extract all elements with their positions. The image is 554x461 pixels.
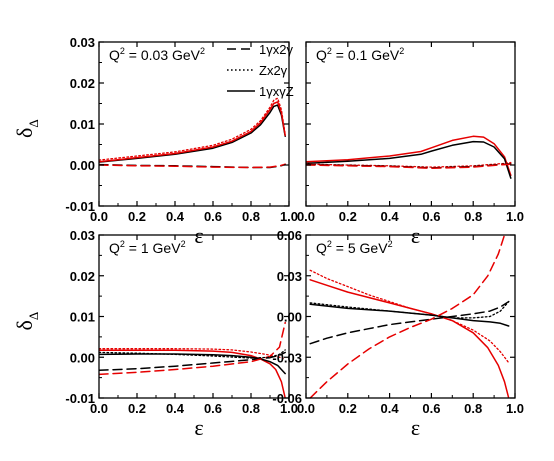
series-line-5 <box>309 235 506 398</box>
y-tick-label: -0.06 <box>272 391 302 406</box>
x-tick-label: 0.6 <box>422 209 440 224</box>
legend-label: Zx2γ <box>259 63 288 78</box>
series-line-4 <box>99 163 286 169</box>
x-tick-label: 0.4 <box>381 209 400 224</box>
series-line-4 <box>309 300 510 345</box>
y-tick-label: 0.00 <box>70 158 95 173</box>
legend-label: 1γxγZ <box>259 84 294 99</box>
x-tick-label: 0.8 <box>242 401 260 416</box>
x-tick-label: 1.0 <box>506 209 524 224</box>
x-tick-label: 0.0 <box>90 401 108 416</box>
x-tick-label: 1.0 <box>506 401 524 416</box>
x-axis-title: ε <box>411 415 420 440</box>
x-tick-label: 0.4 <box>381 401 400 416</box>
series-line-3 <box>99 351 286 372</box>
x-tick-label: 1.0 <box>280 401 298 416</box>
series-line-4 <box>306 163 512 170</box>
x-tick-label: 0.6 <box>204 209 222 224</box>
x-tick-label: 0.0 <box>297 209 315 224</box>
series-line-4 <box>99 321 286 376</box>
y-tick-label: 0.02 <box>70 269 95 284</box>
x-tick-label: 0.2 <box>128 209 146 224</box>
y-tick-label: 0.00 <box>70 350 95 365</box>
panel-label: Q2 = 0.03 GeV2 <box>109 46 205 63</box>
y-tick-label: -0.01 <box>65 199 95 214</box>
series-line-5 <box>99 349 286 359</box>
y-tick-label: 0.02 <box>70 76 95 91</box>
x-tick-label: 0.2 <box>339 401 357 416</box>
series-line-2 <box>99 353 286 375</box>
series-group <box>99 321 286 398</box>
series-line-1 <box>99 349 286 398</box>
legend: 1γx2γ Zx2γ 1γxγZ <box>227 42 294 99</box>
series-line-0 <box>99 104 286 163</box>
y-tick-label: 0.01 <box>70 310 95 325</box>
x-tick-label: 1.0 <box>280 209 298 224</box>
panel-bottom-left: 0.0 0.2 0.4 0.6 0.8 1.0 -0.01 0.00 0.01 0.02 0.03 ε… <box>12 228 298 440</box>
x-axis-title: ε <box>194 415 203 440</box>
series-group <box>306 135 512 179</box>
y-tick-label: 0.00 <box>277 310 302 325</box>
panel-label: Q2 = 5 GeV2 <box>316 239 393 256</box>
x-tick-label: 0.4 <box>166 209 185 224</box>
x-tick-label: 0.4 <box>166 401 185 416</box>
x-tick-label: 0.8 <box>242 209 260 224</box>
panel-bottom-right: 0.0 0.2 0.4 0.6 0.8 1.0-0.06-0.030.000.030.06… <box>272 228 524 440</box>
y-tick-label: 0.06 <box>277 228 302 243</box>
series-line-1 <box>99 101 286 163</box>
series-line-1 <box>309 279 510 398</box>
series-line-0 <box>306 135 512 177</box>
x-tick-label: 0.8 <box>464 209 482 224</box>
x-tick-label: 0.0 <box>297 401 315 416</box>
y-tick-label: 0.03 <box>70 35 95 50</box>
panel-top-left: 0.0 0.2 0.4 0.6 0.8 1.0-0.010.000.010.020.03ε… <box>12 35 298 248</box>
x-tick-label: 0.8 <box>464 401 482 416</box>
y-tick-label: 0.03 <box>70 228 95 243</box>
series-line-2 <box>309 300 510 319</box>
series-line-3 <box>309 303 510 327</box>
series-line-1 <box>306 140 512 179</box>
series-line-2 <box>99 97 286 161</box>
panel-label: Q2 = 0.1 GeV2 <box>316 46 404 63</box>
x-tick-label: 0.6 <box>204 401 222 416</box>
series-line-0 <box>309 269 510 364</box>
series-group <box>99 97 286 169</box>
y-tick-label: -0.03 <box>272 350 302 365</box>
x-tick-label: 0.2 <box>339 209 357 224</box>
series-group <box>309 235 510 398</box>
legend-label: 1γx2γ <box>259 42 293 57</box>
series-line-0 <box>99 348 284 359</box>
x-tick-label: 0.0 <box>90 209 108 224</box>
plot-frame <box>305 41 516 207</box>
panel-label: Q2 = 1 GeV2 <box>109 239 186 256</box>
y-tick-label: 0.03 <box>277 269 302 284</box>
y-tick-label: 0.01 <box>70 117 95 132</box>
y-axis-title: δΔ <box>12 119 41 138</box>
y-axis-title: δΔ <box>12 312 41 331</box>
y-tick-label: -0.01 <box>65 391 95 406</box>
x-tick-label: 0.6 <box>422 401 440 416</box>
x-tick-label: 0.2 <box>128 401 146 416</box>
